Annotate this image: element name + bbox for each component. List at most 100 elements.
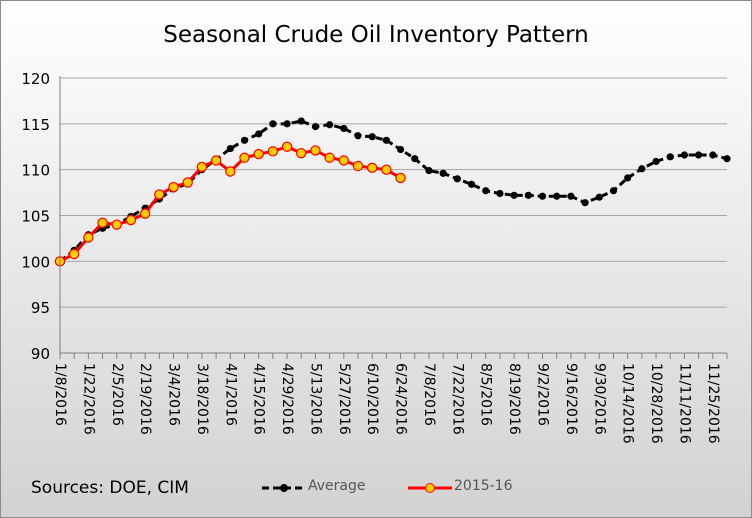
average-point [723,155,731,163]
average-point [510,191,518,199]
x-tick-label: 5/13/2016 [307,363,323,435]
average-point [524,191,532,199]
series-2015-16-point [324,152,335,163]
series-2015-16-point [338,155,350,166]
y-tick-label: 105 [21,208,50,226]
average-point [297,117,305,125]
average-point [567,192,575,200]
series-2015-16-point [310,145,321,156]
y-tick-label: 120 [21,70,50,88]
series-2015-16-point [83,232,94,243]
x-tick-label: 10/28/2016 [648,363,664,444]
x-tick-label: 1/8/2016 [52,363,68,426]
x-tick-label: 3/18/2016 [194,363,210,435]
chart-title: Seasonal Crude Oil Inventory Pattern [163,22,589,48]
average-point [340,124,348,133]
legend-swatch-average [262,484,306,492]
sources-note: Sources: DOE, CIM [31,478,189,498]
average-point [553,192,561,200]
y-tick-label: 90 [31,345,50,363]
series-2015-16-point [281,141,293,152]
x-tick-label: 4/29/2016 [279,363,295,435]
average-point [666,153,674,161]
x-tick-label: 2/19/2016 [137,363,153,435]
average-point [311,122,320,131]
x-tick-label: 4/1/2016 [222,363,238,426]
average-point [680,151,689,159]
series-2015-16-point [352,160,364,172]
x-tick-label: 9/30/2016 [591,363,607,435]
series-2015-16-point [154,189,165,200]
x-tick-label: 6/10/2016 [364,363,380,435]
x-tick-label: 6/24/2016 [393,363,409,435]
x-tick-label: 7/22/2016 [449,363,465,435]
y-tick-label: 110 [21,162,50,180]
average-point [368,133,376,141]
y-tick-label: 95 [31,299,50,317]
average-point [255,130,263,138]
average-point [496,189,504,198]
series-2015-16-point [168,181,179,193]
average-point [638,165,646,173]
series-2015-16-point [225,166,236,177]
average-point [624,174,632,182]
series-2015-16-point [267,146,279,157]
series-2015-16-point [367,162,378,174]
average-point [354,132,362,140]
x-tick-label: 9/2/2016 [535,363,551,426]
average-point [595,193,603,201]
average-point [581,199,589,207]
x-tick-label: 2/5/2016 [109,363,125,426]
x-tick-label: 8/19/2016 [506,363,522,435]
series-2015-16-point [97,217,108,229]
x-tick-label: 10/14/2016 [620,363,636,444]
series-2015-16-point [125,214,137,226]
y-tick-label: 115 [21,116,50,134]
series-2015-16-point [139,208,151,219]
average-point [439,169,447,177]
average-point [226,144,234,153]
average-point [709,151,717,159]
legend-swatch-2015-16 [408,483,452,493]
average-point [695,151,703,159]
average-point [652,157,660,166]
x-tick-label: 1/22/2016 [80,363,96,435]
average-point [396,145,405,154]
average-point [269,120,277,128]
x-tick-label: 11/11/2016 [676,363,692,444]
series-2015-16-point [253,148,264,160]
legend-label-average: Average [308,478,366,494]
series-2015-16-point [210,155,222,166]
y-tick-label: 100 [21,253,50,271]
series-2015-16-point [395,172,406,184]
x-tick-label: 9/16/2016 [563,363,579,435]
x-tick-label: 7/8/2016 [421,363,437,426]
average-point [609,187,618,195]
series-2015-16-point [296,147,307,159]
average-point [411,155,419,163]
average-point [382,136,391,144]
series-2015-16-point [68,248,80,260]
series-2015-16-point [196,161,208,173]
average-point [453,175,461,183]
x-tick-label: 5/27/2016 [336,363,352,435]
average-point [467,180,476,188]
average-point [538,192,547,200]
legend-label-2015-16: 2015-16 [454,478,513,494]
series-2015-16-point [239,152,250,163]
series-2015-16-point [111,219,122,230]
average-point [240,136,249,144]
x-tick-label: 11/25/2016 [705,363,721,444]
series-line-2015-16 [59,145,402,263]
series-2015-16-point [381,164,392,175]
average-point [425,166,433,175]
average-point [283,120,291,128]
average-point [326,121,334,129]
series-2015-16-point [182,177,193,188]
average-point [482,187,490,195]
x-tick-label: 8/5/2016 [478,363,494,426]
x-tick-label: 4/15/2016 [251,363,267,435]
x-tick-label: 3/4/2016 [166,363,182,426]
